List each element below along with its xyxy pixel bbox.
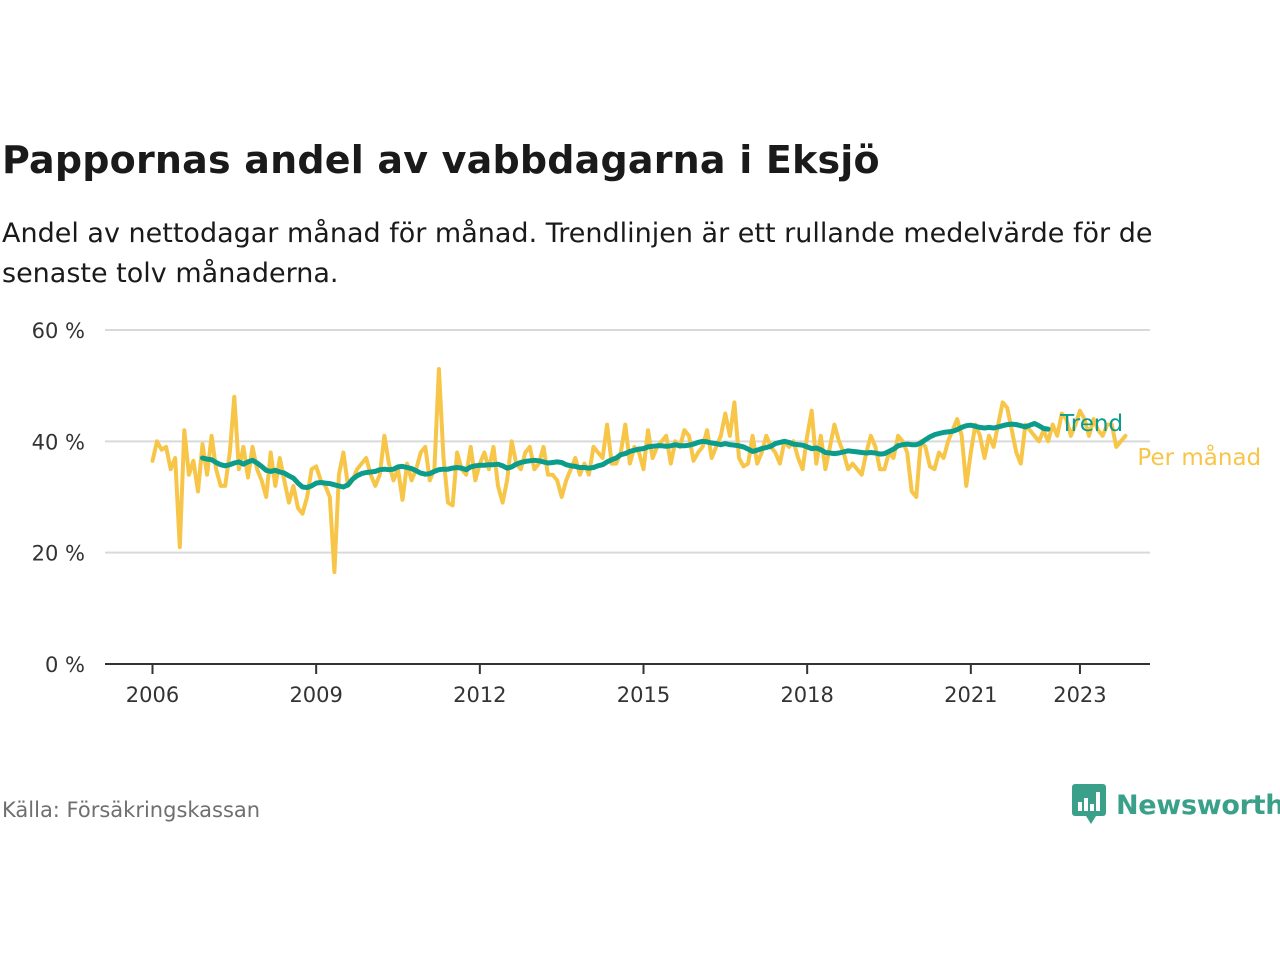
series-labels: Trend Per månad — [1059, 411, 1261, 471]
brand-logo[interactable]: Newsworthy — [1072, 784, 1280, 826]
y-tick-label: 0 % — [45, 653, 85, 677]
monthly-label: Per månad — [1137, 443, 1261, 471]
series-lines — [150, 367, 1128, 575]
x-tick-label: 2023 — [1053, 683, 1106, 707]
y-tick-label: 40 % — [32, 430, 85, 454]
x-tick-label: 2012 — [453, 683, 506, 707]
trend-line — [200, 421, 1051, 490]
x-axis: 2006 2009 2012 2015 2018 2021 2023 — [105, 663, 1150, 707]
x-tick-label: 2021 — [944, 683, 997, 707]
newsworthy-logo-icon — [1072, 784, 1106, 824]
chart-subtitle: Andel av nettodagar månad för månad. Tre… — [2, 218, 1153, 289]
monthly-line — [150, 367, 1128, 575]
y-tick-label: 60 % — [32, 319, 85, 343]
y-axis-ticks: 0 % 20 % 40 % 60 % — [32, 319, 85, 677]
trend-label: Trend — [1059, 411, 1123, 437]
x-tick-label: 2018 — [780, 683, 833, 707]
x-tick-label: 2009 — [289, 683, 342, 707]
brand-name: Newsworthy — [1116, 789, 1280, 821]
line-chart: 0 % 20 % 40 % 60 % 2006 2009 2012 2015 2018 2021… — [32, 319, 1262, 707]
y-tick-label: 20 % — [32, 542, 85, 566]
x-tick-label: 2006 — [126, 683, 179, 707]
chart-title: Pappornas andel av vabbdagarna i Eksjö — [2, 138, 880, 182]
source-note: Källa: Försäkringskassan — [2, 798, 261, 822]
x-tick-label: 2015 — [617, 683, 670, 707]
